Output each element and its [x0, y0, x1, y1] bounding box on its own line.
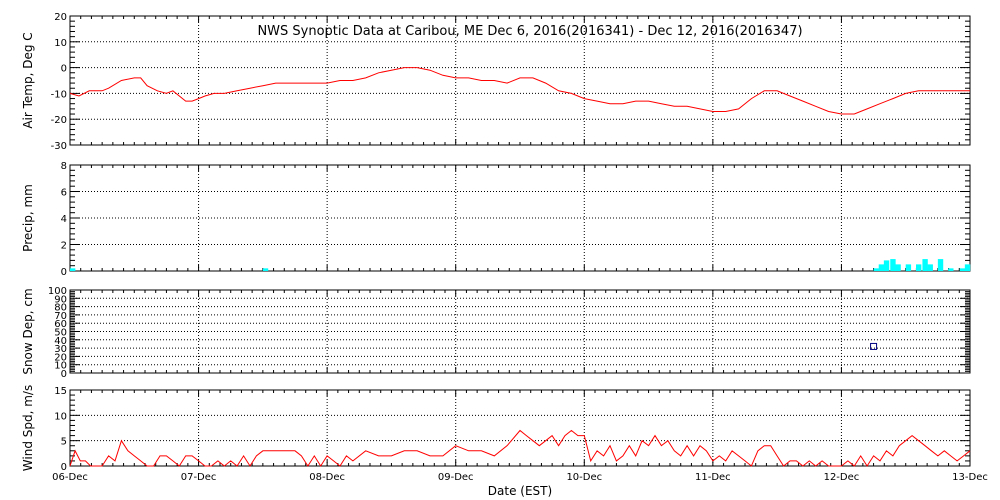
y-tick-label: 20 [54, 352, 67, 363]
y-tick-label: 70 [54, 311, 67, 322]
y-tick-label: 10 [54, 361, 67, 372]
precip-bar [873, 268, 879, 271]
precip-bar [905, 264, 912, 271]
y-tick-label: 10 [54, 411, 67, 422]
precip-bar [895, 264, 901, 271]
panel-4: 06-Dec 07-Dec 08-Dec 09-Dec 10-Dec 11-Dec 12-D… [21, 385, 988, 483]
y-tick-label: 0 [61, 64, 67, 75]
y-tick-label: -20 [51, 115, 67, 126]
precip-bar [937, 259, 944, 271]
precip-bar [916, 264, 922, 271]
y-tick-label: 40 [54, 336, 67, 347]
y-axis-title: Snow Dep, cm [21, 288, 35, 374]
y-axis-title: Air Temp, Deg C [21, 32, 35, 128]
plot-frame [69, 389, 971, 467]
y-tick-label: 5 [61, 437, 67, 448]
y-tick-label: 2 [61, 241, 67, 252]
precip-bar [883, 260, 890, 271]
precip-bar [948, 268, 954, 271]
precip-bar [70, 268, 76, 271]
y-tick-label: 60 [54, 319, 67, 330]
x-tick-label: 10-Dec [566, 472, 602, 483]
panel-1: -30 -20 -10 0 10 20 Air Temp, Deg C [21, 12, 971, 152]
y-axis-title: Wind Spd, m/s [21, 385, 35, 471]
y-tick-label: 4 [61, 214, 67, 225]
series-line [69, 67, 970, 115]
y-tick-label: 0 [61, 462, 67, 473]
x-tick-label: 06-Dec [52, 472, 88, 483]
x-tick-label: 11-Dec [695, 472, 731, 483]
y-axis-title: Precip, mm [21, 184, 35, 252]
panel-2: 0 2 4 6 8 Precip, mm [21, 161, 971, 278]
series-line [69, 429, 971, 467]
y-tick-label: 0 [61, 267, 67, 278]
y-tick-label: 8 [61, 161, 67, 172]
y-tick-label: 90 [54, 294, 67, 305]
precip-bar [927, 264, 933, 271]
y-tick-label: 15 [54, 386, 67, 397]
x-tick-label: 09-Dec [438, 472, 474, 483]
x-axis-title: Date (EST) [488, 484, 552, 498]
y-tick-label: 0 [61, 369, 67, 380]
precip-bar [922, 259, 928, 271]
y-tick-label: 6 [61, 188, 67, 199]
precip-bar [878, 264, 885, 271]
y-tick-label: 30 [54, 344, 67, 355]
x-tick-label: 12-Dec [824, 472, 860, 483]
y-tick-label: -30 [51, 141, 67, 152]
y-tick-label: 100 [48, 286, 67, 297]
y-tick-label: 80 [54, 303, 67, 314]
x-tick-label: 13-Dec [952, 472, 988, 483]
precip-bar [964, 264, 971, 271]
precip-bar [890, 259, 896, 271]
chart-title: NWS Synoptic Data at Caribou, ME Dec 6, … [257, 24, 802, 39]
y-tick-label: 10 [54, 38, 67, 49]
x-tick-label: 08-Dec [309, 472, 345, 483]
y-tick-label: 20 [54, 12, 67, 23]
y-tick-label: -10 [51, 89, 67, 100]
precip-bar [959, 268, 966, 271]
snow-depth-point [870, 342, 878, 350]
precip-bar [262, 268, 269, 271]
y-tick-label: 50 [54, 328, 67, 339]
x-tick-label: 07-Dec [181, 472, 217, 483]
